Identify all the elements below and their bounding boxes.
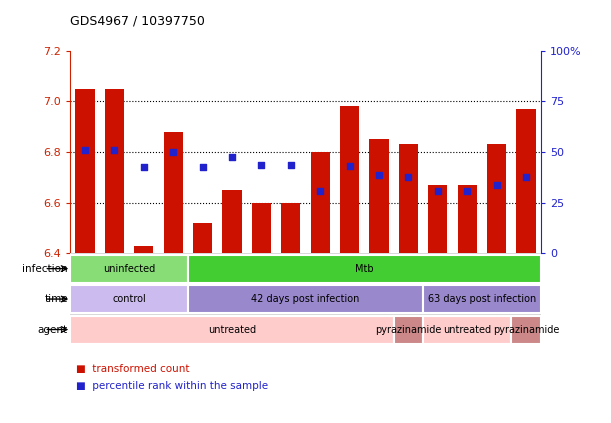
Text: GSM1165965: GSM1165965 (345, 255, 354, 310)
Bar (75, 89, 95, 253)
Text: GSM1165956: GSM1165956 (81, 255, 89, 310)
Bar (428, 185, 447, 253)
Text: GSM1165960: GSM1165960 (198, 255, 207, 310)
Point (463, 188, 472, 195)
Bar (188, 285, 423, 313)
Bar (399, 145, 418, 253)
Point (374, 171, 384, 178)
Text: GSM1165967: GSM1165967 (463, 255, 472, 311)
Text: GSM1165961: GSM1165961 (227, 255, 236, 310)
Text: ■  percentile rank within the sample: ■ percentile rank within the sample (76, 381, 268, 391)
Bar (487, 145, 506, 253)
Point (257, 161, 266, 168)
Text: GSM1165964: GSM1165964 (316, 255, 324, 310)
Text: control: control (112, 294, 146, 304)
Text: untreated: untreated (208, 324, 256, 335)
Bar (370, 140, 389, 253)
Point (168, 149, 178, 156)
Point (403, 174, 413, 181)
Bar (423, 285, 541, 313)
Text: GSM1165968: GSM1165968 (375, 255, 384, 311)
Text: uninfected: uninfected (103, 264, 155, 274)
Point (433, 188, 443, 195)
Point (227, 154, 237, 160)
Text: Mtb: Mtb (355, 264, 373, 274)
Bar (511, 316, 541, 343)
Bar (516, 109, 536, 253)
Point (139, 164, 148, 170)
Bar (70, 285, 188, 313)
Text: GDS4967 / 10397750: GDS4967 / 10397750 (70, 14, 205, 27)
Text: GSM1165959: GSM1165959 (169, 255, 178, 310)
Bar (423, 316, 511, 343)
Text: GSM1165966: GSM1165966 (433, 255, 442, 311)
Bar (393, 316, 423, 343)
Text: GSM1165963: GSM1165963 (287, 255, 295, 311)
Text: 42 days post infection: 42 days post infection (251, 294, 360, 304)
Bar (70, 255, 188, 283)
Text: pyrazinamide: pyrazinamide (375, 324, 442, 335)
Text: GSM1165962: GSM1165962 (257, 255, 266, 310)
Bar (105, 89, 124, 253)
Bar (281, 203, 301, 253)
Point (286, 161, 296, 168)
Text: time: time (44, 294, 68, 304)
Text: agent: agent (38, 324, 68, 335)
Point (109, 146, 119, 153)
Point (80, 146, 90, 153)
Text: untreated: untreated (443, 324, 491, 335)
Text: pyrazinamide: pyrazinamide (493, 324, 559, 335)
Bar (310, 152, 330, 253)
Point (315, 188, 325, 195)
Bar (70, 316, 393, 343)
Text: GSM1165969: GSM1165969 (404, 255, 413, 310)
Bar (193, 223, 212, 253)
Text: ■  transformed count: ■ transformed count (76, 364, 190, 374)
Bar (340, 107, 359, 253)
Bar (188, 255, 541, 283)
Point (345, 162, 354, 169)
Text: 63 days post infection: 63 days post infection (428, 294, 536, 304)
Text: GSM1165970: GSM1165970 (492, 255, 501, 310)
Text: GSM1165957: GSM1165957 (110, 255, 119, 310)
Bar (164, 132, 183, 253)
Bar (458, 185, 477, 253)
Text: GSM1165971: GSM1165971 (522, 255, 530, 310)
Text: GSM1165958: GSM1165958 (139, 255, 148, 310)
Point (198, 164, 208, 170)
Point (521, 174, 531, 181)
Point (492, 181, 502, 188)
Bar (134, 246, 153, 253)
Bar (252, 203, 271, 253)
Text: infection: infection (22, 264, 68, 274)
Bar (222, 190, 241, 253)
